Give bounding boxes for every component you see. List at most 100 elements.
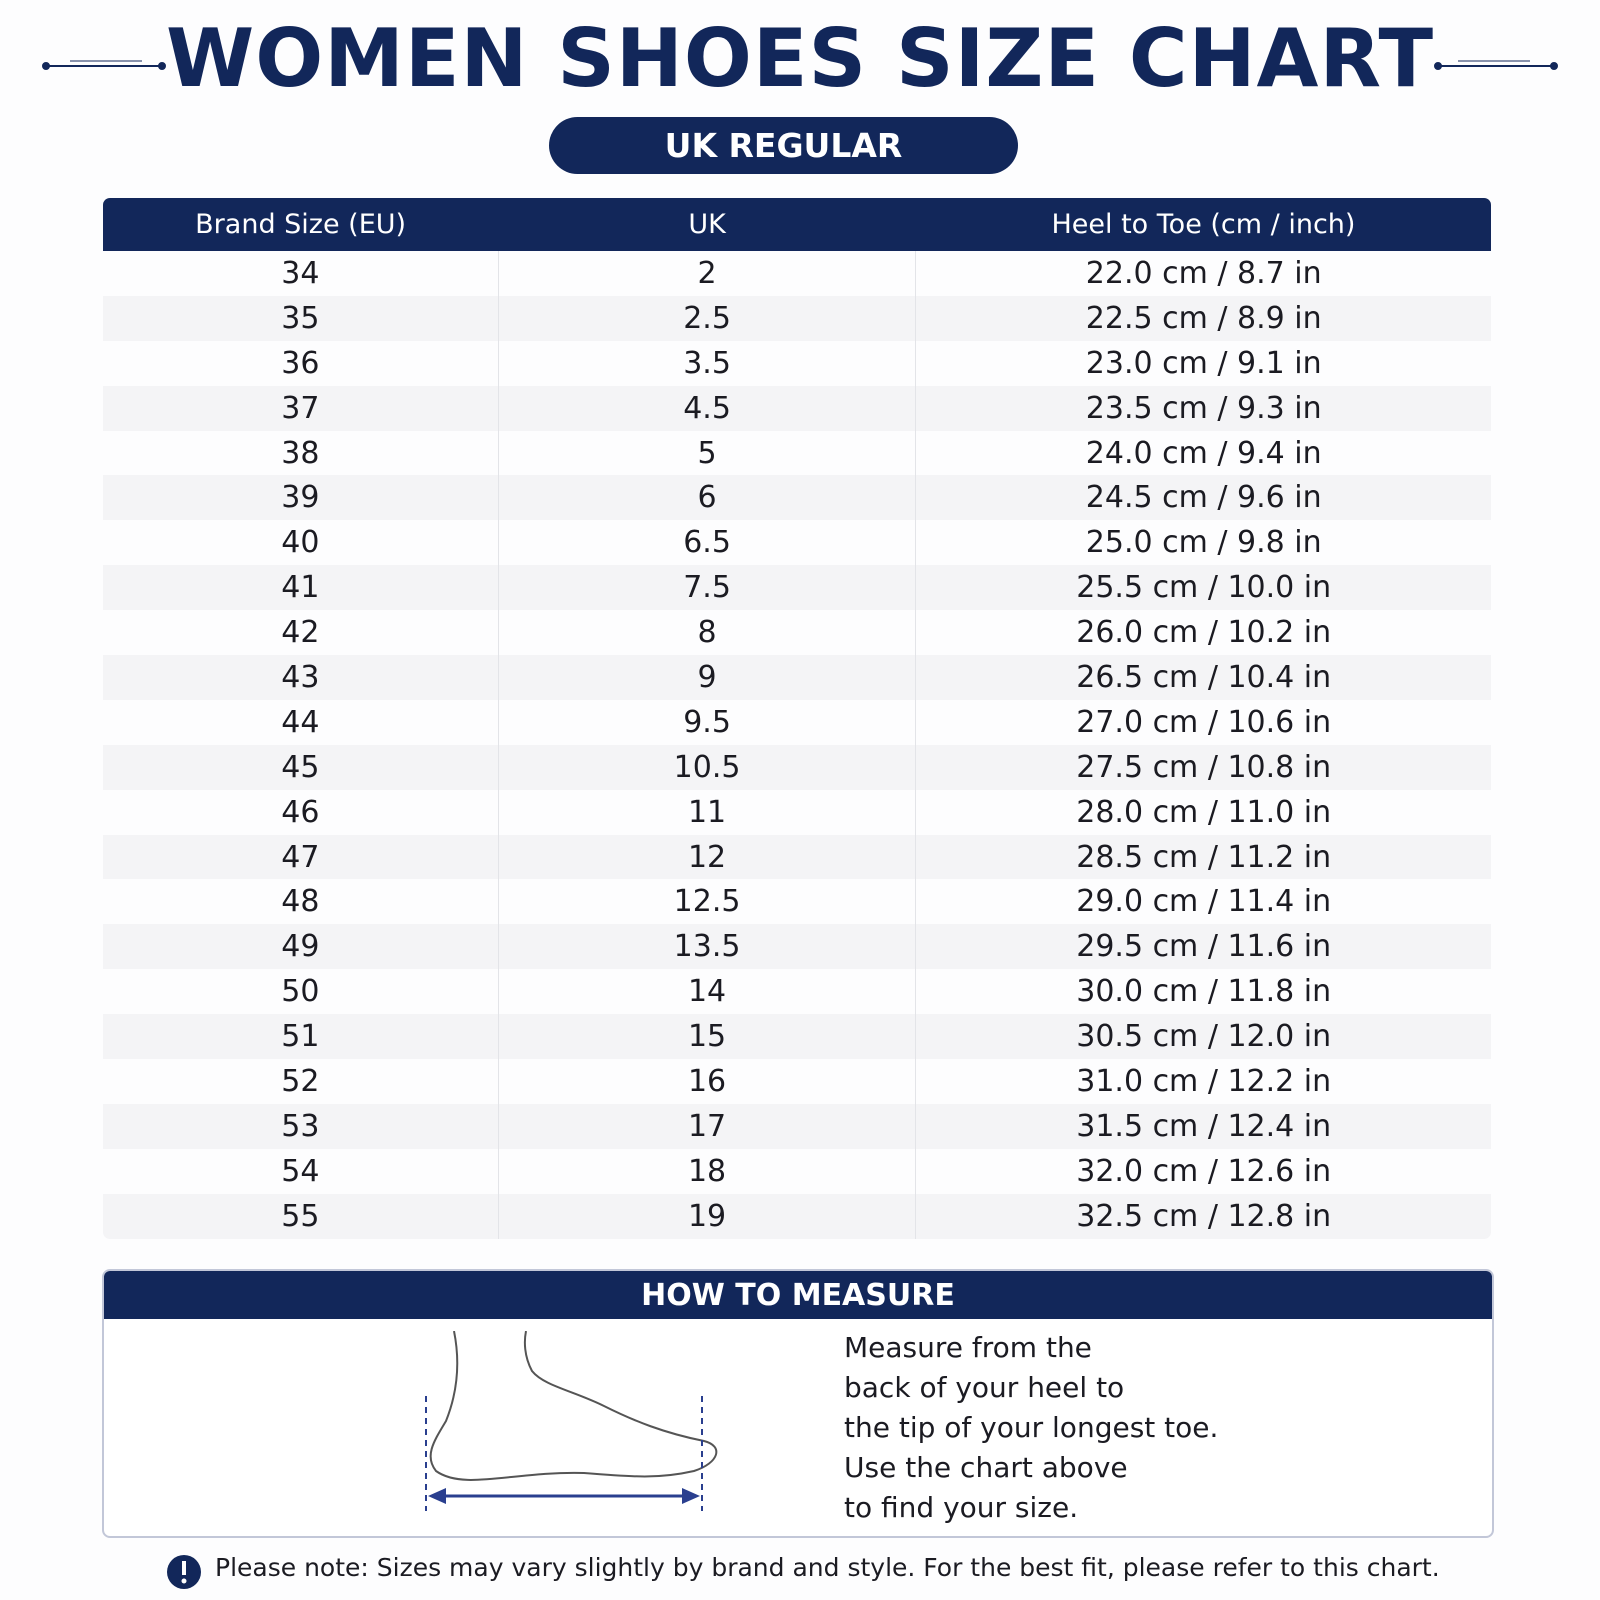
table-cell: 37 xyxy=(103,385,499,431)
table-cell: 51 xyxy=(103,1014,499,1060)
table-cell: 5 xyxy=(498,430,917,476)
note: Please note: Sizes may vary slightly by … xyxy=(215,1553,1440,1582)
table-row: 40 6.5 25.0 cm / 9.8 in xyxy=(103,520,1491,566)
table-cell: 22.5 cm / 8.9 in xyxy=(915,295,1491,341)
table-cell: 30.0 cm / 11.8 in xyxy=(915,969,1491,1015)
table-cell: 17 xyxy=(498,1103,917,1149)
table-cell: 12 xyxy=(498,834,917,880)
table-cell: 2 xyxy=(498,251,917,296)
measure-line: the tip of your longest toe. xyxy=(844,1411,1219,1444)
table-cell: 39 xyxy=(103,475,499,521)
table-cell: 42 xyxy=(103,610,499,656)
table-cell: 10.5 xyxy=(498,744,917,790)
table-cell: 6.5 xyxy=(498,520,917,566)
table-cell: 11 xyxy=(498,789,917,835)
title-decoration xyxy=(42,60,1558,70)
table-cell: 30.5 cm / 12.0 in xyxy=(915,1014,1491,1060)
table-cell: 28.0 cm / 11.0 in xyxy=(915,789,1491,835)
table-cell: 55 xyxy=(103,1193,499,1239)
table-cell: 18 xyxy=(498,1148,917,1194)
table-cell: 36 xyxy=(103,340,499,386)
table-cell: 35 xyxy=(103,295,499,341)
table-row: 42 8 26.0 cm / 10.2 in xyxy=(103,610,1491,656)
table-row: 38 5 24.0 cm / 9.4 in xyxy=(103,430,1491,476)
table-cell: 27.5 cm / 10.8 in xyxy=(915,744,1491,790)
table-cell: 54 xyxy=(103,1148,499,1194)
table-cell: 22.0 cm / 8.7 in xyxy=(915,251,1491,296)
table-cell: 4.5 xyxy=(498,385,917,431)
table-row: 51 15 30.5 cm / 12.0 in xyxy=(103,1014,1491,1060)
table-row: 49 13.5 29.5 cm / 11.6 in xyxy=(103,924,1491,970)
measure-line: Use the chart above xyxy=(844,1451,1128,1484)
measure-line: to find your size. xyxy=(844,1491,1079,1524)
table-cell: 23.0 cm / 9.1 in xyxy=(915,340,1491,386)
table-row: 46 11 28.0 cm / 11.0 in xyxy=(103,789,1491,835)
table-cell: 25.5 cm / 10.0 in xyxy=(915,565,1491,611)
table-cell: 49 xyxy=(103,924,499,970)
table-cell: 50 xyxy=(103,969,499,1015)
table-row: 54 18 32.0 cm / 12.6 in xyxy=(103,1148,1491,1194)
table-cell: 47 xyxy=(103,834,499,880)
measure-panel: HOW TO MEASURE Measure from the back of y… xyxy=(102,1269,1494,1538)
table-row: 41 7.5 25.5 cm / 10.0 in xyxy=(103,565,1491,611)
table-cell: 8 xyxy=(498,610,917,656)
table-cell: 12.5 xyxy=(498,879,917,925)
table-cell: 26.5 cm / 10.4 in xyxy=(915,655,1491,700)
table-cell: 15 xyxy=(498,1014,917,1060)
table-row: 44 9.5 27.0 cm / 10.6 in xyxy=(103,699,1491,745)
subtitle-badge: UK REGULAR xyxy=(549,117,1018,174)
table-body: 34 2 22.0 cm / 8.7 in 35 2.5 22.5 cm / 8.9 in… xyxy=(103,251,1491,1239)
table-row: 45 10.5 27.5 cm / 10.8 in xyxy=(103,744,1491,790)
table-row: 39 6 24.5 cm / 9.6 in xyxy=(103,475,1491,521)
table-cell: 46 xyxy=(103,789,499,835)
table-cell: 7.5 xyxy=(498,565,917,611)
table-row: 55 19 32.5 cm / 12.8 in xyxy=(103,1193,1491,1239)
table-row: 50 14 30.0 cm / 11.8 in xyxy=(103,969,1491,1015)
table-cell: 6 xyxy=(498,475,917,521)
table-cell: 29.0 cm / 11.4 in xyxy=(915,879,1491,925)
table-cell: 44 xyxy=(103,699,499,745)
table-row: 43 9 26.5 cm / 10.4 in xyxy=(103,655,1491,700)
table-cell: 9 xyxy=(498,655,917,700)
table-cell: 38 xyxy=(103,430,499,476)
table-cell: 2.5 xyxy=(498,295,917,341)
table-cell: 25.0 cm / 9.8 in xyxy=(915,520,1491,566)
table-cell: 32.0 cm / 12.6 in xyxy=(915,1148,1491,1194)
table-row: 36 3.5 23.0 cm / 9.1 in xyxy=(103,340,1491,386)
table-cell: 52 xyxy=(103,1059,499,1104)
table-cell: 23.5 cm / 9.3 in xyxy=(915,385,1491,431)
table-cell: 19 xyxy=(498,1193,917,1239)
table-cell: 29.5 cm / 11.6 in xyxy=(915,924,1491,970)
note-icon xyxy=(167,1555,201,1589)
column-header: Brand Size (EU) xyxy=(103,197,499,251)
table-cell: 34 xyxy=(103,251,499,296)
table-cell: 41 xyxy=(103,565,499,611)
title: WOMEN SHOES SIZE CHART xyxy=(165,12,1435,105)
size-table: Brand Size (EU) UK Heel to Toe (cm / inch)… xyxy=(102,197,1492,1240)
table-cell: 40 xyxy=(103,520,499,566)
table-cell: 9.5 xyxy=(498,699,917,745)
table-cell: 43 xyxy=(103,655,499,700)
table-cell: 24.5 cm / 9.6 in xyxy=(915,475,1491,521)
table-cell: 3.5 xyxy=(498,340,917,386)
column-header: Heel to Toe (cm / inch) xyxy=(915,197,1491,251)
measure-title: HOW TO MEASURE xyxy=(104,1271,1492,1319)
table-cell: 53 xyxy=(103,1103,499,1149)
table-cell: 48 xyxy=(103,879,499,925)
table-cell: 24.0 cm / 9.4 in xyxy=(915,430,1491,476)
table-row: 52 16 31.0 cm / 12.2 in xyxy=(103,1059,1491,1104)
table-row: 53 17 31.5 cm / 12.4 in xyxy=(103,1103,1491,1149)
column-header: UK xyxy=(498,197,916,251)
table-cell: 28.5 cm / 11.2 in xyxy=(915,834,1491,880)
table-row: 35 2.5 22.5 cm / 8.9 in xyxy=(103,295,1491,341)
table-row: 48 12.5 29.0 cm / 11.4 in xyxy=(103,879,1491,925)
table-cell: 45 xyxy=(103,744,499,790)
foot-illustration xyxy=(425,1331,718,1511)
table-cell: 31.5 cm / 12.4 in xyxy=(915,1103,1491,1149)
table-row: 34 2 22.0 cm / 8.7 in xyxy=(103,251,1491,296)
table-row: 37 4.5 23.5 cm / 9.3 in xyxy=(103,385,1491,431)
table-cell: 13.5 xyxy=(498,924,917,970)
table-row: 47 12 28.5 cm / 11.2 in xyxy=(103,834,1491,880)
table-cell: 31.0 cm / 12.2 in xyxy=(915,1059,1491,1104)
